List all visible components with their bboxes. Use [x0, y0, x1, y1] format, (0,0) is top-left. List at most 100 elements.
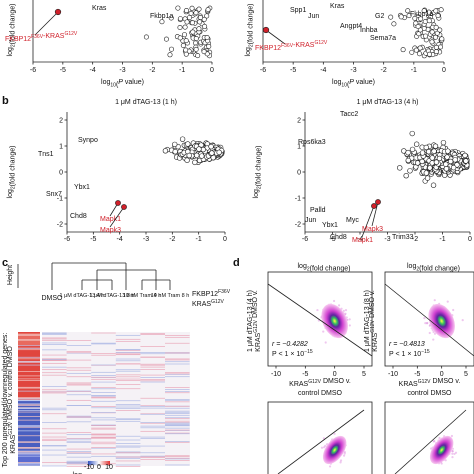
x-tick-label: 0 — [333, 371, 337, 378]
heatmap-cell — [42, 358, 67, 360]
density-core — [322, 435, 347, 465]
heatmap-cell — [42, 422, 67, 423]
y-tick-label: 2 — [297, 118, 301, 125]
text-part: DMSO v. — [252, 290, 259, 320]
heatmap-cell — [42, 428, 67, 430]
heatmap-cell — [115, 404, 141, 405]
heatmap-cell — [42, 407, 67, 409]
text-part: log — [7, 189, 14, 198]
x-axis-label: control DMSO — [408, 390, 453, 397]
colorbar-tick-label: 0 — [97, 464, 101, 471]
heatmap-cell — [42, 372, 67, 374]
y-tick-label: 1 — [297, 144, 301, 151]
scatter-point — [421, 8, 427, 14]
text-part: value) — [354, 79, 375, 86]
x-tick-label: -5 — [60, 67, 66, 74]
row-annotation-stripe — [18, 371, 40, 372]
x-tick-label: -5 — [414, 371, 420, 378]
text-part: F36V — [281, 43, 294, 49]
column-label: 10 nM Tram 4 h — [123, 293, 162, 299]
scatter-point — [423, 33, 429, 39]
text-part: 1 μM dTAG-13 (8 h) — [364, 290, 371, 352]
heatmap-cell — [91, 376, 116, 378]
row-annotation-stripe — [18, 347, 40, 349]
scatter-point — [433, 159, 440, 165]
heatmap-cell — [165, 336, 190, 338]
density-point — [428, 331, 431, 335]
heatmap-cell — [42, 462, 67, 463]
heatmap-cell — [115, 465, 141, 467]
heatmap-cell — [66, 399, 92, 401]
scatter-point — [445, 148, 451, 154]
heatmap-cell — [140, 333, 165, 335]
scatter-point — [429, 29, 435, 35]
y-axis-label: log2(fold change) — [7, 4, 17, 57]
x-tick-label: 0 — [440, 371, 444, 378]
panel-letter: c — [2, 257, 8, 269]
heatmap-cell — [91, 412, 116, 413]
scatter-point — [180, 42, 186, 48]
y-tick-label: -1 — [295, 196, 301, 203]
scatter-point — [409, 49, 415, 55]
heatmap-cell — [91, 407, 116, 409]
heatmap-cell — [115, 352, 141, 353]
heatmap-cell — [140, 445, 165, 447]
x-tick-label: -6 — [64, 236, 70, 243]
heatmap-cell — [91, 375, 116, 376]
heatmap-cell — [165, 460, 190, 461]
row-annotation-stripe — [18, 403, 40, 405]
scatter-point — [388, 14, 394, 20]
text-part: F36V — [31, 34, 44, 40]
scatter-point — [427, 51, 433, 57]
scatter-point — [438, 7, 444, 13]
text-part: KRAS — [192, 301, 211, 308]
text-part: log — [73, 472, 82, 474]
heatmap-cell — [140, 413, 165, 415]
heatmap-cell — [165, 424, 190, 425]
heatmap-cell — [115, 443, 141, 444]
density-point — [344, 309, 348, 312]
heatmap-cell — [42, 332, 67, 334]
scatter-point — [433, 8, 439, 14]
text-part: Top 200 upregulated/downregulated genes: — [2, 333, 9, 468]
heatmap-cell — [42, 409, 67, 411]
row-annotation-stripe — [18, 398, 40, 400]
row-annotation-stripe — [18, 453, 40, 455]
density-point — [332, 299, 336, 303]
heatmap-cell — [165, 417, 190, 419]
heatmap-cell — [91, 417, 116, 419]
text-part: G12V — [370, 319, 376, 332]
heatmap-cell — [140, 456, 165, 458]
text-part: DMSO v. — [431, 378, 461, 385]
heatmap-cell — [115, 446, 141, 448]
scatter-point — [169, 46, 175, 52]
x-tick-label: -3 — [119, 67, 125, 74]
heatmap-cell — [165, 420, 190, 422]
heatmap-cell — [42, 445, 67, 447]
text-part: 2 — [416, 267, 419, 273]
heatmap-cell — [140, 407, 165, 409]
text-part: G12V — [418, 379, 431, 385]
row-annotation-stripe — [18, 360, 40, 362]
text-part: P < 1 × 10 — [389, 351, 421, 358]
heatmap-cell — [140, 381, 165, 383]
scatter-point — [433, 34, 439, 40]
row-annotation-stripe — [18, 397, 40, 399]
density-core — [428, 303, 455, 339]
x-tick-label: -6 — [30, 67, 36, 74]
scatter-point — [188, 10, 194, 16]
gene-label: Tns1 — [38, 151, 54, 158]
heatmap-cell — [115, 334, 141, 336]
x-tick-label: -2 — [149, 67, 155, 74]
row-annotation-stripe — [18, 390, 40, 392]
heatmap-cell — [165, 342, 190, 344]
density-point — [454, 451, 458, 454]
text-part: DMSO v. — [321, 378, 351, 385]
gene-label: Tacc2 — [340, 111, 358, 118]
column-label: 1 μM dTAG-13 4 h — [60, 293, 105, 299]
scatter-point — [179, 136, 186, 142]
density-point — [452, 308, 455, 312]
heatmap-edge — [18, 452, 40, 465]
heatmap-cell — [140, 369, 165, 370]
heatmap-cell — [42, 432, 67, 434]
